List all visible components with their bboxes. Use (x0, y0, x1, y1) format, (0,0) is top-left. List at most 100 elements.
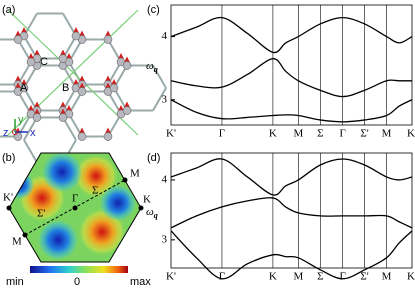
spin-arrow (60, 108, 66, 115)
panel-a (0, 9, 167, 164)
point-label: M (12, 236, 22, 248)
atom (13, 132, 23, 141)
x-tick-label: Γ (219, 128, 225, 140)
spin-arrow (79, 30, 85, 37)
band-line (170, 58, 412, 98)
x-tick-label: Σ' (360, 128, 368, 140)
spin-arrow (105, 75, 111, 82)
spin-arrow (79, 82, 85, 89)
panel-label: (a) (2, 4, 15, 16)
y-tick-label: 4 (162, 30, 168, 42)
spin-arrow (21, 79, 27, 85)
atom (103, 35, 113, 44)
spin-arrow (66, 53, 72, 59)
spin-arrow (15, 75, 21, 82)
site-label: A (20, 82, 28, 94)
spin-arrow (118, 105, 124, 111)
bond (62, 116, 77, 141)
site-label: B (62, 82, 69, 94)
y-tick-label: 3 (162, 93, 168, 105)
x-tick-label: M (382, 271, 392, 283)
atom (109, 83, 119, 93)
x-tick-label: M (293, 128, 303, 140)
atom (122, 61, 132, 70)
atom (58, 113, 68, 122)
atom (71, 31, 81, 41)
axis-label: y (18, 114, 24, 126)
colorbar-label: min (6, 276, 24, 288)
spin-arrow (124, 101, 130, 108)
spin-arrow (79, 75, 85, 82)
spin-arrow (15, 82, 21, 89)
spin-arrow (111, 79, 117, 85)
bond (152, 87, 167, 112)
spin-arrow (79, 127, 85, 134)
site-label: C (40, 56, 48, 68)
spin-arrow (118, 53, 124, 59)
band-line (170, 16, 413, 54)
spin-arrow (73, 79, 79, 85)
band-line (170, 99, 413, 123)
point-label: M (130, 168, 140, 180)
x-tick-label: Σ (317, 271, 323, 283)
x-tick-label: Γ (340, 128, 346, 140)
spin-arrow (21, 27, 27, 33)
panel-label: (c) (147, 4, 160, 16)
x-tick-label: Γ (219, 271, 225, 283)
band-line (170, 158, 413, 196)
points (6, 177, 144, 238)
plot-frame (170, 4, 413, 126)
spin-arrow (34, 49, 40, 56)
x-tick-label: K' (407, 128, 415, 140)
axes-indicator (12, 119, 28, 135)
y-axis-subscript: q (154, 211, 158, 220)
axis-label: x (30, 127, 36, 139)
x-tick-label: Γ (340, 271, 346, 283)
x-tick-label: Σ' (360, 271, 368, 283)
axis-label: z (3, 127, 9, 139)
spin-arrow (34, 108, 40, 115)
x-tick-label: M (293, 271, 303, 283)
x-tick-label: K (269, 128, 277, 140)
bond (152, 64, 167, 89)
point-label: K (143, 194, 151, 206)
atom (32, 113, 42, 122)
bond (23, 116, 38, 141)
colorbar (30, 266, 128, 273)
atom (77, 87, 87, 96)
y-axis-label: ωq (146, 60, 158, 74)
atom (103, 132, 113, 141)
y-axis-symbol: ω (146, 206, 154, 218)
y-axis-subscript: q (154, 65, 158, 74)
spin-arrow (28, 53, 34, 59)
band-line (170, 230, 413, 280)
y-axis-symbol: ω (146, 60, 154, 72)
atom (13, 87, 23, 96)
spin-arrow (73, 27, 79, 33)
spin-arrow (105, 82, 111, 89)
spin-arrow (105, 30, 111, 37)
colorbar-label: max (130, 276, 151, 288)
atom (26, 57, 36, 67)
x-tick-label: K (269, 271, 277, 283)
x-tick-label: K' (166, 128, 176, 140)
panel-label: (d) (147, 152, 160, 164)
bond (23, 139, 38, 164)
spin-arrow (15, 30, 21, 37)
point-label: Σ (92, 185, 98, 197)
band-line (170, 197, 413, 229)
spin-arrow (60, 49, 66, 56)
spin-arrow (34, 101, 40, 108)
spin-arrow (28, 105, 34, 111)
x-tick-label: K' (407, 271, 415, 283)
x-tick-label: K' (166, 271, 176, 283)
colorbar-label: 0 (74, 276, 80, 288)
atom (122, 106, 132, 115)
y-axis-label: ωq (146, 206, 158, 220)
spin-arrow (105, 127, 111, 134)
y-tick-label: 3 (162, 233, 168, 245)
plot-frame (170, 152, 413, 269)
point-label: Σ' (37, 208, 45, 220)
atom (77, 132, 87, 141)
